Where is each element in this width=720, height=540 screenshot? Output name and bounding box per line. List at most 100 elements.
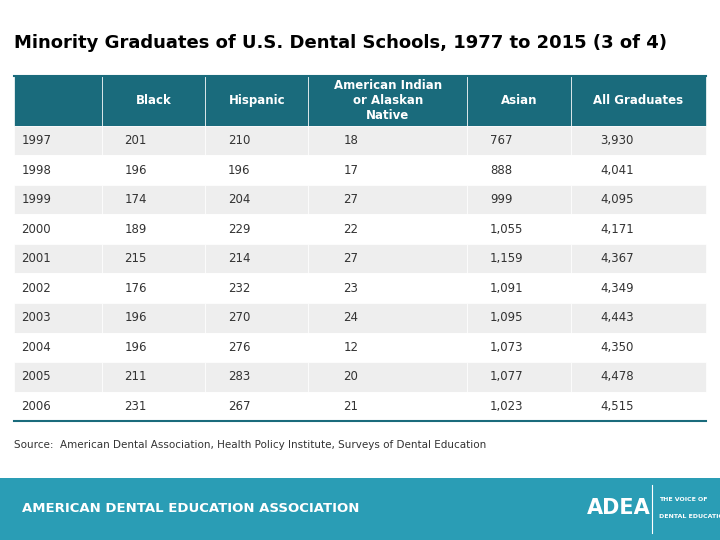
- Bar: [102, 392, 205, 421]
- Text: AMERICAN DENTAL EDUCATION ASSOCIATION: AMERICAN DENTAL EDUCATION ASSOCIATION: [22, 502, 359, 516]
- Text: THE VOICE OF: THE VOICE OF: [659, 497, 707, 502]
- Bar: [205, 273, 308, 303]
- Text: 1,023: 1,023: [490, 400, 523, 413]
- Bar: [205, 156, 308, 185]
- Text: 4,349: 4,349: [600, 282, 634, 295]
- Bar: [308, 392, 467, 421]
- Text: 270: 270: [228, 311, 250, 325]
- Bar: [308, 303, 467, 333]
- Text: 767: 767: [490, 134, 513, 147]
- Bar: [205, 185, 308, 214]
- Bar: [205, 303, 308, 333]
- Bar: [570, 244, 706, 273]
- Text: 283: 283: [228, 370, 250, 383]
- Text: 229: 229: [228, 222, 251, 235]
- Text: 2002: 2002: [22, 282, 51, 295]
- Bar: [570, 76, 706, 126]
- Text: 21: 21: [343, 400, 359, 413]
- Bar: [467, 362, 570, 392]
- Text: 27: 27: [343, 193, 359, 206]
- Text: American Indian
or Alaskan
Native: American Indian or Alaskan Native: [334, 79, 442, 122]
- Bar: [467, 214, 570, 244]
- Bar: [102, 185, 205, 214]
- Text: Black: Black: [135, 94, 171, 107]
- Text: ADEA: ADEA: [587, 498, 651, 518]
- Text: 22: 22: [343, 222, 359, 235]
- Text: Hispanic: Hispanic: [228, 94, 285, 107]
- Text: 1,159: 1,159: [490, 252, 523, 265]
- Bar: [570, 214, 706, 244]
- Text: All Graduates: All Graduates: [593, 94, 683, 107]
- Text: 1,095: 1,095: [490, 311, 523, 325]
- Text: 4,041: 4,041: [600, 164, 634, 177]
- Bar: [205, 362, 308, 392]
- Text: 267: 267: [228, 400, 251, 413]
- Text: 18: 18: [343, 134, 358, 147]
- Text: 3,930: 3,930: [600, 134, 634, 147]
- Bar: [102, 333, 205, 362]
- Bar: [14, 362, 102, 392]
- Text: 214: 214: [228, 252, 251, 265]
- Text: 1,055: 1,055: [490, 222, 523, 235]
- Bar: [308, 333, 467, 362]
- Bar: [102, 214, 205, 244]
- Text: Minority Graduates of U.S. Dental Schools, 1977 to 2015 (3 of 4): Minority Graduates of U.S. Dental School…: [14, 34, 667, 52]
- Bar: [205, 76, 308, 126]
- Bar: [467, 76, 570, 126]
- Text: 4,367: 4,367: [600, 252, 634, 265]
- Bar: [308, 244, 467, 273]
- Bar: [308, 185, 467, 214]
- Text: 1,091: 1,091: [490, 282, 523, 295]
- Bar: [308, 126, 467, 156]
- Bar: [570, 126, 706, 156]
- Text: 1997: 1997: [22, 134, 51, 147]
- Text: 196: 196: [228, 164, 251, 177]
- Text: Source:  American Dental Association, Health Policy Institute, Surveys of Dental: Source: American Dental Association, Hea…: [14, 441, 487, 450]
- Text: 2006: 2006: [22, 400, 51, 413]
- Text: 201: 201: [125, 134, 147, 147]
- Text: 4,095: 4,095: [600, 193, 634, 206]
- Text: 1998: 1998: [22, 164, 51, 177]
- Bar: [570, 392, 706, 421]
- Bar: [308, 214, 467, 244]
- Bar: [102, 303, 205, 333]
- Text: 4,443: 4,443: [600, 311, 634, 325]
- Bar: [467, 392, 570, 421]
- Bar: [467, 273, 570, 303]
- Bar: [14, 244, 102, 273]
- Bar: [102, 362, 205, 392]
- Bar: [205, 214, 308, 244]
- Bar: [308, 76, 467, 126]
- Text: 4,478: 4,478: [600, 370, 634, 383]
- Text: 196: 196: [125, 341, 147, 354]
- Bar: [570, 156, 706, 185]
- Bar: [467, 303, 570, 333]
- Bar: [308, 362, 467, 392]
- Text: 4,350: 4,350: [600, 341, 634, 354]
- Text: 4,515: 4,515: [600, 400, 634, 413]
- Bar: [570, 362, 706, 392]
- Text: 1999: 1999: [22, 193, 51, 206]
- Text: 231: 231: [125, 400, 147, 413]
- Bar: [102, 126, 205, 156]
- Bar: [308, 273, 467, 303]
- Bar: [14, 392, 102, 421]
- Bar: [570, 303, 706, 333]
- Bar: [14, 185, 102, 214]
- Text: 20: 20: [343, 370, 358, 383]
- Bar: [102, 273, 205, 303]
- Text: 232: 232: [228, 282, 250, 295]
- Bar: [467, 333, 570, 362]
- Text: 176: 176: [125, 282, 147, 295]
- Bar: [570, 185, 706, 214]
- Text: 174: 174: [125, 193, 147, 206]
- Text: 196: 196: [125, 311, 147, 325]
- Text: 12: 12: [343, 341, 359, 354]
- Bar: [14, 214, 102, 244]
- Bar: [308, 156, 467, 185]
- Bar: [14, 156, 102, 185]
- Bar: [14, 333, 102, 362]
- Text: 24: 24: [343, 311, 359, 325]
- Text: 888: 888: [490, 164, 512, 177]
- Text: 276: 276: [228, 341, 251, 354]
